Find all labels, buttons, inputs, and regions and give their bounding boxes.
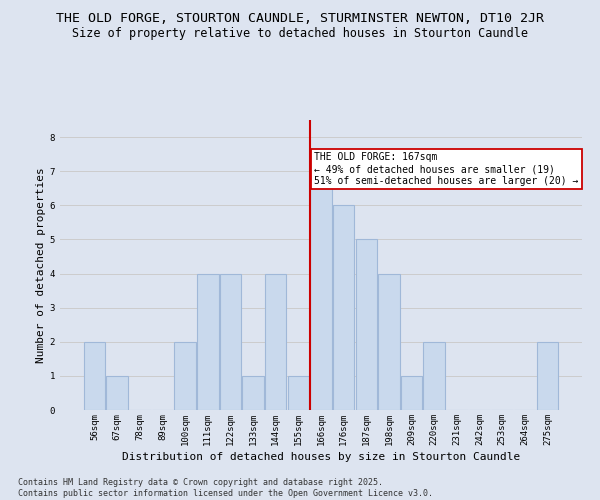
Text: THE OLD FORGE, STOURTON CAUNDLE, STURMINSTER NEWTON, DT10 2JR: THE OLD FORGE, STOURTON CAUNDLE, STURMIN… xyxy=(56,12,544,26)
Bar xyxy=(287,376,309,410)
Bar xyxy=(537,342,558,410)
Bar xyxy=(401,376,422,410)
Text: Contains HM Land Registry data © Crown copyright and database right 2025.
Contai: Contains HM Land Registry data © Crown c… xyxy=(18,478,433,498)
Bar xyxy=(242,376,264,410)
Bar xyxy=(175,342,196,410)
Y-axis label: Number of detached properties: Number of detached properties xyxy=(35,167,46,363)
Bar xyxy=(356,240,377,410)
X-axis label: Distribution of detached houses by size in Stourton Caundle: Distribution of detached houses by size … xyxy=(122,452,520,462)
Bar xyxy=(106,376,128,410)
Bar xyxy=(424,342,445,410)
Text: THE OLD FORGE: 167sqm
← 49% of detached houses are smaller (19)
51% of semi-deta: THE OLD FORGE: 167sqm ← 49% of detached … xyxy=(314,152,578,186)
Bar xyxy=(197,274,218,410)
Bar xyxy=(84,342,105,410)
Bar xyxy=(310,171,332,410)
Text: Size of property relative to detached houses in Stourton Caundle: Size of property relative to detached ho… xyxy=(72,28,528,40)
Bar xyxy=(333,206,355,410)
Bar xyxy=(378,274,400,410)
Bar xyxy=(265,274,286,410)
Bar xyxy=(220,274,241,410)
